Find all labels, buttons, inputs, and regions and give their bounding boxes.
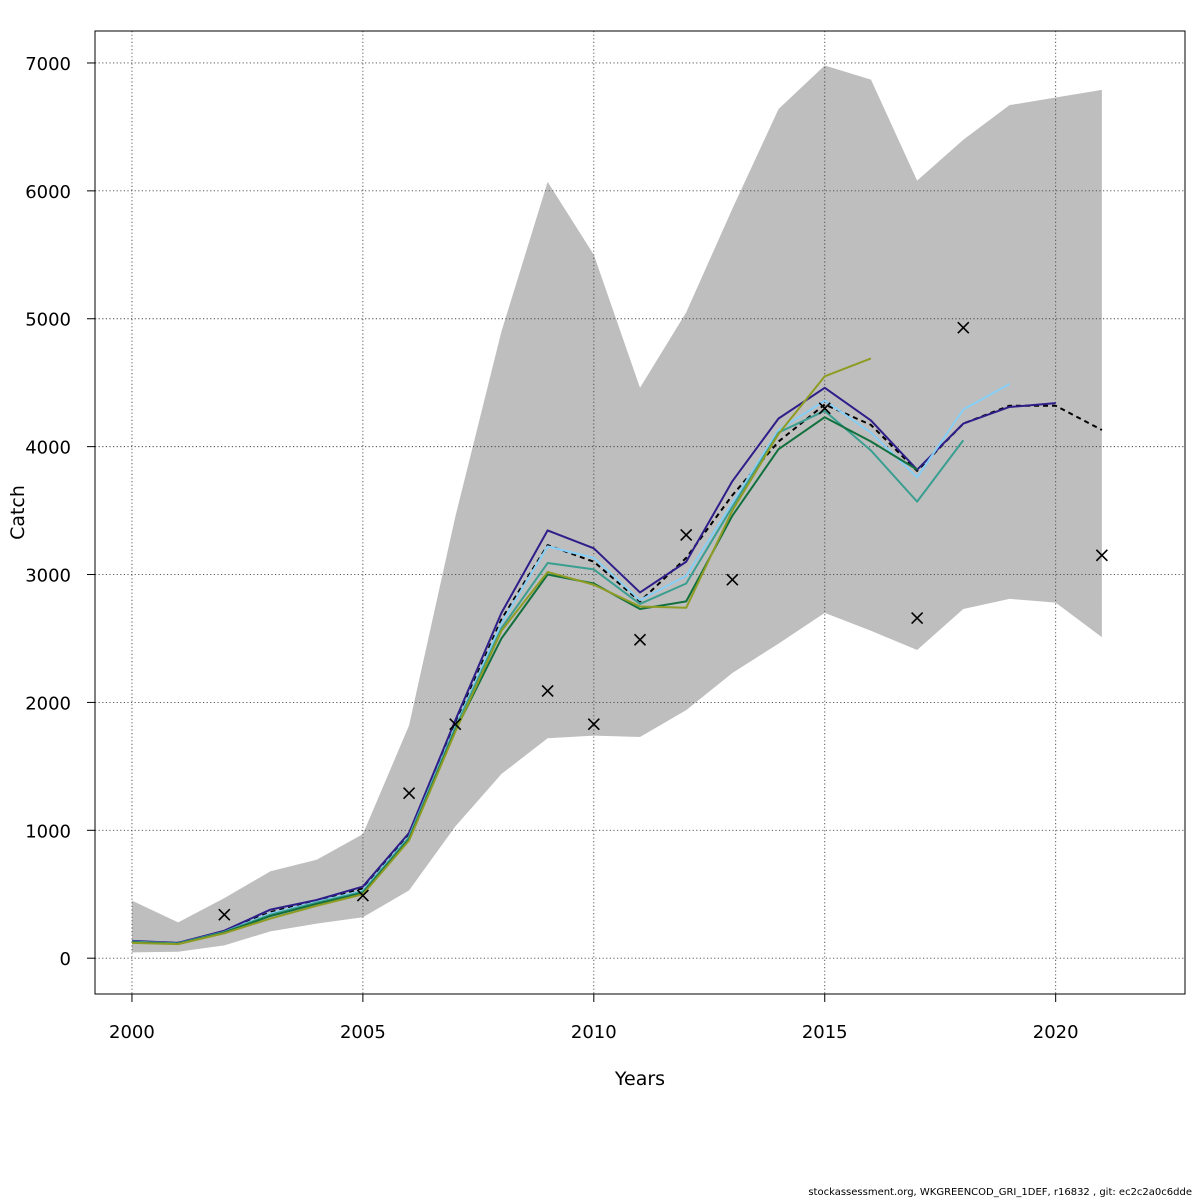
- observation-point-2018: [957, 321, 970, 334]
- observation-point-2009: [541, 684, 554, 697]
- grid-layer: [95, 31, 1185, 994]
- y-axis-label: Catch: [7, 485, 29, 540]
- y-tick-label-2000: 2000: [25, 693, 71, 714]
- y-tick-label-5000: 5000: [25, 310, 71, 331]
- x-tick-label-2005: 2005: [340, 1022, 386, 1043]
- series-line-3: [131, 383, 1010, 945]
- observations-layer: [218, 321, 1108, 921]
- y-tick-label-3000: 3000: [25, 566, 71, 587]
- observation-point-2011: [633, 633, 647, 646]
- confidence-band: [131, 65, 1102, 953]
- series-line-5: [131, 416, 918, 945]
- series-line-6: [131, 357, 872, 946]
- observation-point-2013: [726, 573, 739, 586]
- y-tick-label-0: 0: [60, 949, 71, 970]
- observation-point-2002: [218, 908, 231, 921]
- observation-point-2017: [911, 611, 924, 625]
- observation-point-2006: [403, 787, 416, 800]
- x-tick-label-2015: 2015: [802, 1022, 848, 1043]
- series-line-2: [131, 386, 1056, 944]
- observation-point-2010: [587, 718, 600, 731]
- confidence-band-layer: [131, 65, 1102, 953]
- x-axis-label: Years: [614, 1068, 665, 1090]
- series-layer: [131, 357, 1103, 946]
- footer-credit: stockassessment.org, WKGREENCOD_GRI_1DEF…: [808, 1187, 1192, 1198]
- observation-point-2012: [680, 528, 693, 541]
- x-tick-label-2020: 2020: [1033, 1022, 1079, 1043]
- observation-point-2015: [818, 402, 831, 415]
- y-tick-label-7000: 7000: [25, 54, 71, 75]
- axis-layer: 2000 2005 2010 2015 2020 0 1000 2000 3000 4000 500…: [25, 54, 1078, 1043]
- observation-point-2005: [356, 889, 369, 902]
- x-tick-label-2000: 2000: [109, 1022, 155, 1043]
- observation-point-2021: [1095, 549, 1108, 562]
- y-tick-label-1000: 1000: [25, 821, 71, 842]
- y-tick-label-4000: 4000: [25, 438, 71, 459]
- x-tick-label-2010: 2010: [571, 1022, 617, 1043]
- y-tick-label-6000: 6000: [25, 182, 71, 203]
- series-line-4: [131, 409, 965, 945]
- observation-point-2007: [449, 718, 462, 731]
- plot-frame: [94, 30, 1186, 995]
